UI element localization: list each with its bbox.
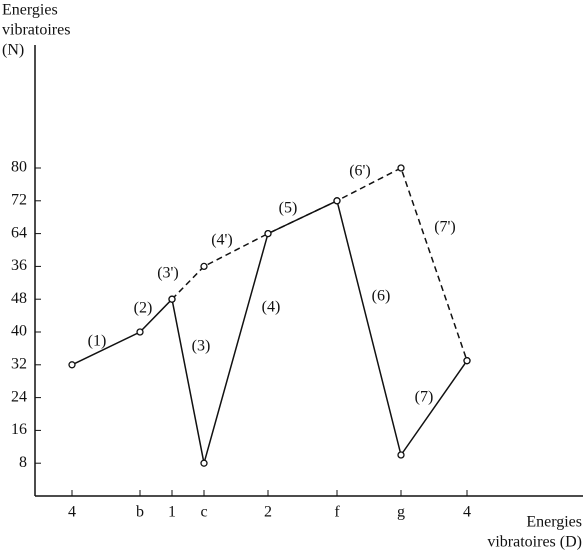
annotation: (7) [415,389,434,406]
point [333,197,341,205]
point [397,164,405,172]
series-line [71,199,468,464]
x-tick-label: b [136,504,144,521]
annotation: (7') [434,219,456,236]
y-tick-label: 40 [11,323,27,340]
series-line [171,166,468,361]
y-axis-label: vibratoires [2,22,70,39]
point [463,357,471,365]
y-tick-label: 48 [11,290,27,307]
point [68,361,76,369]
annotation: (3) [192,338,211,355]
point [168,295,176,303]
y-tick-label: 32 [11,355,27,372]
point [397,451,405,459]
x-tick-label: g [397,504,405,521]
x-tick-label: 4 [463,504,471,521]
y-tick-label: 8 [19,454,27,471]
x-tick-label: f [334,504,340,521]
point [264,229,272,238]
annotation: (5) [279,200,298,217]
x-tick-label: c [200,504,207,521]
annotation: (2) [134,300,153,317]
y-tick-label: 72 [11,191,27,208]
x-axis-label: Energies [526,514,582,531]
annotation: (6') [349,163,371,180]
annotation: (6) [372,288,391,305]
y-tick-label: 80 [11,159,27,176]
x-tick-label: 2 [264,504,272,521]
y-axis-label: Energies [2,2,58,19]
point [200,262,208,271]
point [136,328,144,336]
annotation: (4') [211,232,233,249]
y-tick-label: 16 [11,421,27,438]
x-tick-label: 1 [168,504,176,521]
x-axis-label: vibratoires (D) [487,534,582,551]
annotation: (3') [157,265,179,282]
y-tick-label: 64 [11,224,27,241]
point [200,459,208,467]
x-tick-label: 4 [68,504,76,521]
y-tick-label: 24 [11,388,27,405]
y-axis-label: (N) [2,42,24,59]
y-tick-label: 36 [11,257,27,274]
annotation: (4) [262,299,281,316]
annotation: (1) [88,333,107,350]
